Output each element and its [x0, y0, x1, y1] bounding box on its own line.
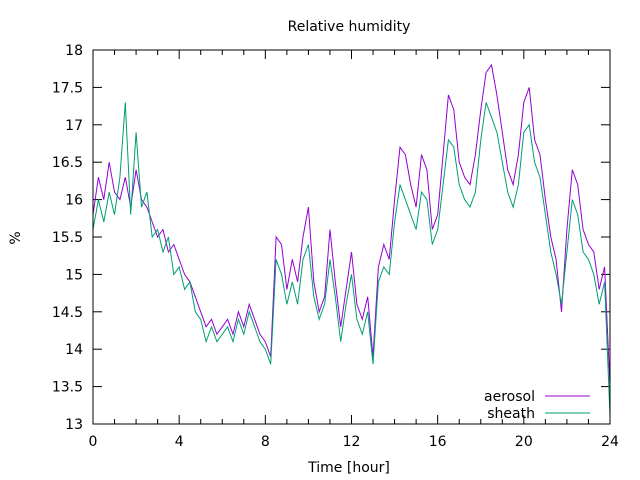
x-tick-label: 24	[601, 434, 619, 450]
y-tick-label: 16	[65, 193, 83, 209]
y-tick-label: 13	[65, 417, 83, 433]
x-tick-label: 8	[261, 434, 270, 450]
y-tick-label: 18	[65, 43, 83, 59]
x-tick-label: 4	[175, 434, 184, 450]
chart-title: Relative humidity	[288, 19, 411, 35]
series-line-aerosol	[92, 63, 611, 387]
x-tick-label: 16	[429, 434, 447, 450]
y-tick-label: 17.5	[52, 80, 83, 96]
y-axis-label: %	[8, 231, 24, 244]
y-tick-label: 15.5	[52, 230, 83, 246]
y-tick-label: 14	[65, 342, 83, 358]
x-tick-label: 20	[515, 434, 533, 450]
x-axis-label: Time [hour]	[307, 460, 390, 476]
x-tick-label: 12	[343, 434, 361, 450]
x-tick-label: 0	[89, 434, 98, 450]
y-tick-label: 16.5	[52, 155, 83, 171]
y-tick-label: 17	[65, 118, 83, 134]
y-tick-label: 15	[65, 267, 83, 283]
plot-border	[92, 49, 611, 425]
legend-label-aerosol: aerosol	[484, 389, 535, 405]
y-tick-label: 14.5	[52, 305, 83, 321]
series-line-sheath	[92, 102, 611, 417]
y-tick-label: 13.5	[52, 380, 83, 396]
legend-label-sheath: sheath	[487, 406, 535, 422]
